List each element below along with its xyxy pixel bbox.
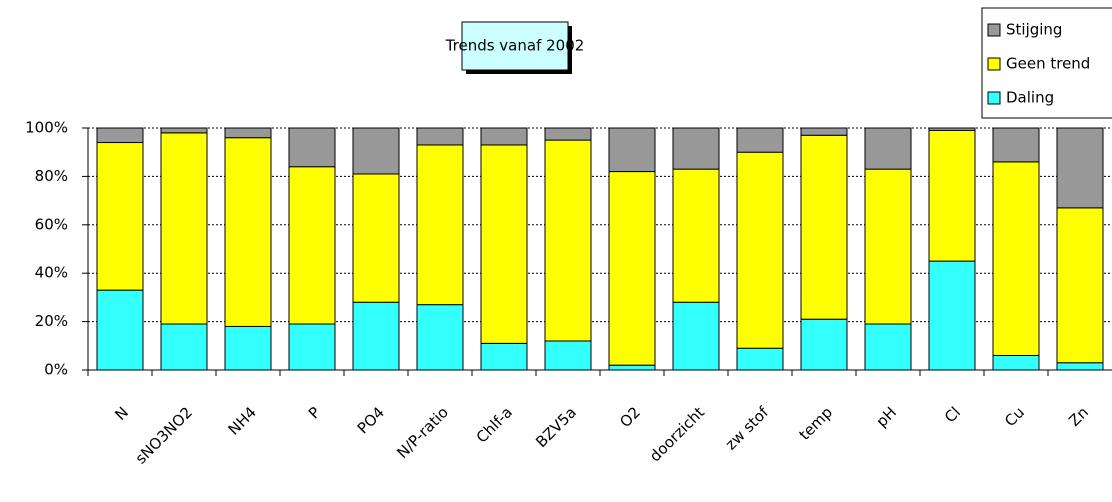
- x-tick-label: NH4: [225, 403, 260, 438]
- bar-segment: [160, 132, 208, 325]
- x-tick-label: pH: [873, 403, 900, 430]
- bar-segment: [1056, 207, 1104, 364]
- bar-segment: [800, 318, 848, 371]
- legend-label: Geen trend: [1006, 55, 1090, 73]
- x-tick-label: Cl: [941, 403, 964, 426]
- bar-segment: [288, 127, 336, 168]
- x-tick-label: BZV5a: [532, 403, 580, 451]
- bar-segment: [160, 323, 208, 371]
- x-tick-label: doorzicht: [646, 403, 708, 465]
- bar-segment: [96, 127, 144, 144]
- y-tick-label: 20%: [35, 312, 68, 330]
- y-tick-label: 60%: [35, 215, 68, 233]
- y-tick-label: 0%: [44, 361, 68, 379]
- bar-segment: [224, 127, 272, 139]
- bar-segment: [416, 304, 464, 371]
- bar-segment: [416, 127, 464, 146]
- y-tick-label: 40%: [35, 264, 68, 282]
- bar-segment: [864, 168, 912, 325]
- legend-swatch: [987, 57, 1001, 71]
- x-tick-label: sNO3NO2: [132, 403, 196, 467]
- bar-segment: [480, 127, 528, 146]
- legend-label: Stijging: [1006, 21, 1062, 39]
- bar-segment: [1056, 362, 1104, 371]
- x-tick-label: N/P-ratio: [393, 403, 452, 462]
- bar-segment: [736, 127, 784, 153]
- bar-segment: [672, 301, 720, 371]
- bar-segment: [672, 168, 720, 303]
- bar-segment: [96, 289, 144, 371]
- x-tick-label: zw stof: [722, 403, 773, 454]
- bar-segment: [736, 151, 784, 349]
- chart-title: Trends vanaf 2002: [445, 37, 585, 55]
- bar-segment: [864, 127, 912, 170]
- bar-segment: [800, 127, 848, 136]
- bar-segment: [864, 323, 912, 371]
- legend-box: [981, 7, 1112, 119]
- bar-segment: [1056, 127, 1104, 209]
- bar-segment: [480, 144, 528, 344]
- bar-segment: [288, 323, 336, 371]
- x-tick-label: N: [111, 403, 132, 424]
- bar-segment: [992, 354, 1040, 371]
- legend-swatch: [987, 23, 1001, 37]
- bar-segment: [352, 301, 400, 371]
- y-tick-label: 80%: [35, 167, 68, 185]
- bar-segment: [928, 127, 976, 131]
- bar-segment: [544, 139, 592, 342]
- bar-segment: [672, 127, 720, 170]
- bar-segment: [736, 347, 784, 371]
- x-tick-label: Zn: [1065, 403, 1092, 430]
- x-tick-label: P: [305, 403, 324, 422]
- bar-segment: [224, 137, 272, 327]
- bar-segment: [992, 161, 1040, 356]
- bar-segment: [352, 173, 400, 303]
- bar-segment: [416, 144, 464, 306]
- bar-segment: [608, 364, 656, 371]
- bar-segment: [160, 127, 208, 134]
- bar-segment: [544, 127, 592, 141]
- bar-segment: [800, 134, 848, 320]
- legend-swatch: [987, 91, 1001, 105]
- x-tick-label: Chlf-a: [473, 403, 516, 446]
- bar-segment: [608, 127, 656, 173]
- x-tick-label: temp: [796, 403, 836, 443]
- x-tick-label: PO4: [354, 403, 388, 437]
- title-box: [461, 21, 569, 71]
- x-tick-label: O2: [616, 403, 644, 431]
- bar-segment: [352, 127, 400, 175]
- legend-label: Daling: [1006, 89, 1054, 107]
- bar-segment: [224, 325, 272, 371]
- bar-segment: [288, 166, 336, 325]
- y-tick-label: 100%: [25, 119, 68, 137]
- bar-segment: [928, 129, 976, 262]
- bar-segment: [544, 340, 592, 371]
- bar-segment: [96, 142, 144, 291]
- bar-segment: [992, 127, 1040, 163]
- bar-segment: [928, 260, 976, 371]
- x-tick-label: Cu: [1001, 403, 1028, 430]
- bar-segment: [608, 171, 656, 366]
- bar-segment: [480, 342, 528, 371]
